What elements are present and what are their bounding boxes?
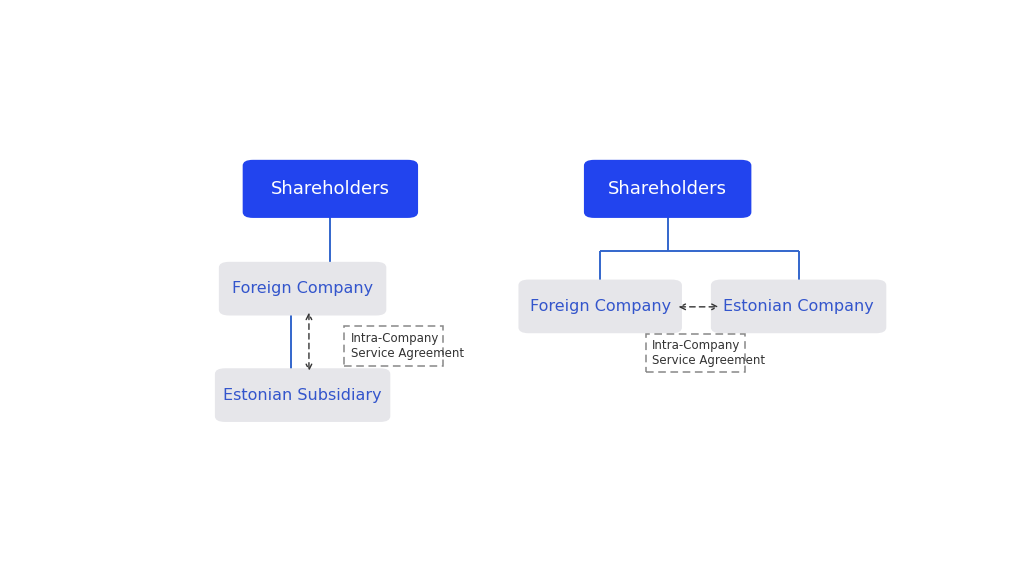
Text: Shareholders: Shareholders (608, 180, 727, 198)
Text: Foreign Company: Foreign Company (529, 299, 671, 314)
Text: Estonian Company: Estonian Company (723, 299, 873, 314)
FancyBboxPatch shape (243, 160, 418, 218)
Text: Intra-Company
Service Agreement: Intra-Company Service Agreement (652, 339, 765, 367)
Bar (344, 327, 443, 366)
FancyBboxPatch shape (219, 262, 386, 316)
Text: Estonian Subsidiary: Estonian Subsidiary (223, 388, 382, 403)
FancyBboxPatch shape (584, 160, 752, 218)
Text: Intra-Company
Service Agreement: Intra-Company Service Agreement (350, 332, 464, 361)
FancyBboxPatch shape (215, 368, 390, 422)
Text: Foreign Company: Foreign Company (232, 281, 373, 296)
Bar (646, 334, 745, 372)
FancyBboxPatch shape (711, 279, 887, 334)
FancyBboxPatch shape (518, 279, 682, 334)
Text: Shareholders: Shareholders (271, 180, 390, 198)
